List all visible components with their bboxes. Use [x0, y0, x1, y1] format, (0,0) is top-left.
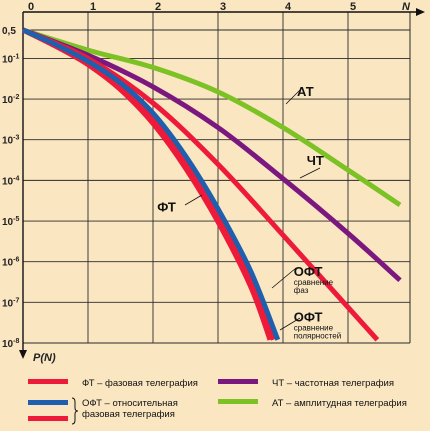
annotation-label: ОФТ	[294, 264, 323, 279]
x-tick-label: 4	[285, 1, 292, 13]
y-tick-label: 0,5	[2, 26, 16, 37]
annotation-leader	[271, 267, 297, 289]
annotation-label: АТ	[297, 84, 314, 99]
y-tick-label: 10-1	[2, 53, 19, 65]
x-tick-label: 2	[155, 1, 161, 13]
annotation-sublabel: фаз	[294, 286, 309, 295]
legend-swatch	[28, 416, 68, 421]
legend-label: ФТ – фазовая телеграфия	[82, 378, 198, 389]
x-tick-label: 0	[28, 1, 34, 13]
annotation-leader	[299, 167, 321, 179]
legend-swatch	[218, 399, 258, 404]
legend-swatch	[218, 379, 258, 384]
series-line	[22, 27, 402, 283]
x-tick-label: 3	[220, 1, 226, 13]
annotation-label: ОФТ	[294, 309, 323, 324]
x-tick-label: 1	[90, 1, 96, 13]
legend-swatch	[28, 379, 68, 384]
legend: ФТ – фазовая телеграфия ЧТ – частотная те…	[28, 378, 407, 425]
series-line	[22, 27, 402, 207]
x-axis-label: N	[402, 1, 411, 13]
legend-label: АТ – амплитудная телеграфия	[272, 398, 407, 409]
x-axis-arrow	[416, 8, 425, 16]
legend-label: ЧТ – частотная телеграфия	[272, 378, 394, 389]
labels-group: АТЧТФТОФТсравнениефазОФТсравнениеполярно…	[157, 84, 341, 341]
annotation-leader	[285, 89, 301, 105]
annotation-leader	[184, 194, 203, 206]
annotation-sublabel: сравнение	[294, 278, 334, 287]
legend-label: ОФТ – относительная	[82, 398, 178, 409]
annotation-label: ФТ	[157, 200, 176, 215]
annotation-sublabel: полярностей	[294, 331, 341, 340]
series-line	[22, 27, 380, 342]
x-tick-label: 5	[350, 1, 356, 13]
annotation-leader	[279, 317, 301, 331]
series-group	[21, 27, 402, 342]
series-line	[21, 27, 281, 341]
annotation-label: ЧТ	[307, 153, 324, 168]
y-axis-arrow	[19, 350, 27, 359]
legend-swatch	[28, 400, 68, 405]
annotation-sublabel: сравнение	[294, 323, 334, 332]
y-axis-label: P(N)	[33, 352, 56, 364]
legend-label: фазовая телеграфия	[82, 409, 175, 420]
legend-brace	[71, 397, 79, 425]
